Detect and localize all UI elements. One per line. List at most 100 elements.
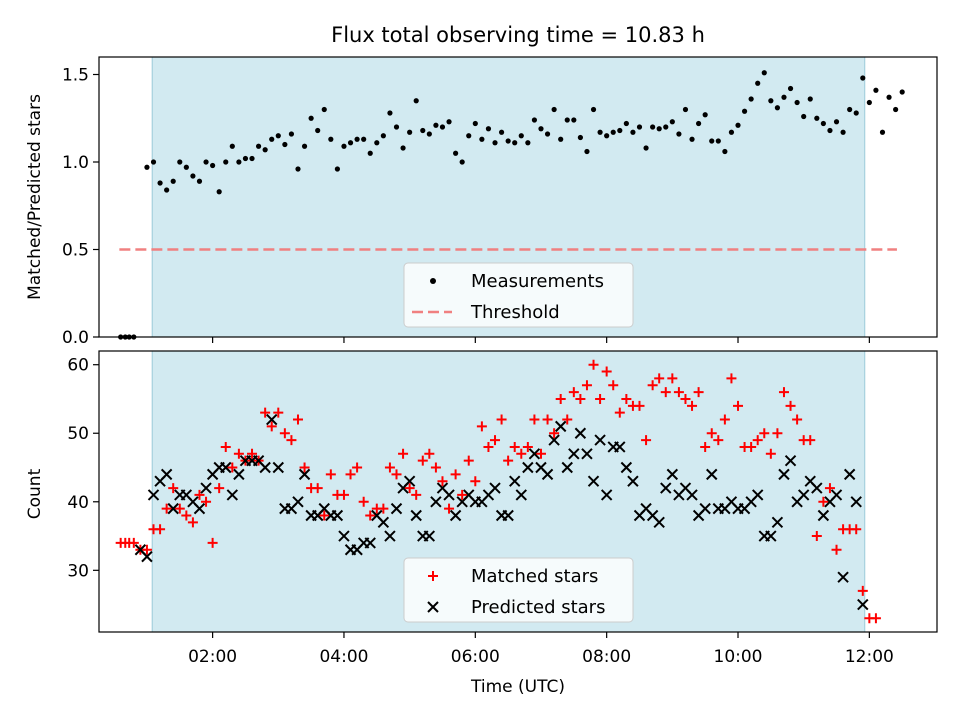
- measurement-point: [485, 126, 492, 132]
- matched-star-point: [345, 469, 356, 480]
- matched-star-point: [851, 524, 862, 535]
- measurement-point: [682, 106, 689, 113]
- matched-star-point: [496, 414, 507, 425]
- matched-star-point: [444, 503, 455, 514]
- predicted-star-point: [587, 475, 600, 487]
- top-panel: 0.0 0.5 1.0 1.5 Measurements Threshold: [62, 56, 938, 348]
- measurement-point: [656, 126, 662, 132]
- measurement-point: [761, 70, 767, 76]
- matched-star-point: [542, 414, 553, 425]
- matched-star-point: [201, 496, 212, 507]
- measurement-point: [426, 131, 432, 137]
- predicted-star-point: [699, 502, 711, 515]
- matched-star-point: [778, 387, 789, 398]
- predicted-star-point: [771, 516, 784, 529]
- measurement-point: [774, 105, 781, 111]
- measurement-point: [741, 108, 748, 114]
- measurement-point: [498, 129, 505, 135]
- measurement-point: [255, 143, 262, 149]
- measurement-point: [262, 147, 268, 153]
- matched-star-point: [141, 544, 152, 555]
- predicted-star-point: [338, 530, 350, 542]
- axes-frame: [98, 350, 938, 633]
- predicted-star-point: [522, 461, 534, 474]
- measurement-point: [669, 119, 675, 125]
- matched-star-point: [463, 455, 474, 466]
- measurement-point: [288, 131, 295, 137]
- measurement-point: [787, 85, 794, 92]
- measurement-point: [380, 133, 386, 139]
- predicted-star-point: [384, 530, 396, 542]
- matched-star-point: [286, 435, 297, 446]
- matched-star-point: [194, 489, 205, 500]
- x-tick-label: 10:00: [714, 647, 763, 667]
- matched-star-point: [759, 428, 770, 439]
- matched-star-point: [207, 537, 218, 548]
- matched-star-point: [726, 373, 737, 384]
- measurement-point: [840, 129, 846, 135]
- chart-title: Flux total observing time = 10.83 h: [331, 23, 705, 47]
- measurement-point: [374, 140, 380, 146]
- measurement-point: [676, 131, 682, 137]
- predicted-star-point: [403, 475, 416, 487]
- matched-star-point: [529, 414, 540, 425]
- measurement-point: [512, 140, 518, 146]
- predicted-star-point: [574, 427, 587, 439]
- top-y-axis-label: Matched/Predicted stars: [25, 94, 45, 300]
- matched-star-point: [805, 435, 816, 446]
- predicted-star-point: [817, 509, 830, 522]
- y-tick-label: 0.0: [62, 328, 89, 348]
- matched-star-point: [450, 469, 461, 480]
- predicted-star-point: [581, 448, 593, 460]
- measurement-point: [820, 120, 826, 127]
- matched-star-point: [700, 441, 711, 452]
- matched-star-point: [424, 448, 435, 459]
- matched-star-point: [417, 455, 428, 466]
- predicted-star-point: [515, 489, 527, 501]
- measurement-point: [748, 96, 754, 102]
- matched-star-point: [128, 537, 139, 548]
- predicted-star-point: [410, 509, 422, 522]
- matched-star-point: [430, 462, 441, 473]
- measurement-point: [164, 187, 170, 193]
- y-tick-label: 30: [67, 561, 89, 581]
- measurement-point: [492, 140, 498, 146]
- matched-star-point: [214, 483, 225, 494]
- x-tick-label: 06:00: [451, 647, 500, 667]
- measurement-point: [623, 120, 629, 127]
- predicted-star-point: [548, 434, 560, 446]
- predicted-star-point: [298, 468, 311, 481]
- measurement-point: [190, 173, 196, 179]
- matched-star-point: [391, 469, 402, 480]
- measurement-point: [170, 178, 176, 184]
- measurement-point: [229, 143, 235, 149]
- measurement-point: [702, 112, 708, 118]
- predicted-star-point: [752, 489, 764, 501]
- measurement-point: [321, 106, 327, 113]
- predicted-star-point: [660, 482, 672, 494]
- matched-star-point: [818, 496, 829, 507]
- measurement-point: [144, 164, 150, 170]
- predicted-star-point: [331, 509, 344, 522]
- measurement-point: [269, 136, 275, 142]
- measurement-point: [367, 150, 373, 156]
- matched-star-point: [476, 421, 487, 432]
- matched-star-point: [509, 441, 520, 452]
- x-tick-label: 02:00: [188, 647, 237, 667]
- x-tick-label: 12:00: [845, 647, 894, 667]
- predicted-star-point: [594, 434, 606, 446]
- matched-star-point: [358, 496, 369, 507]
- y-tick-label: 0.5: [62, 241, 89, 261]
- measurement-point: [525, 140, 531, 146]
- predicted-star-point: [627, 475, 639, 487]
- measurement-point: [387, 110, 393, 116]
- measurement-point: [361, 136, 367, 142]
- matched-star-point: [503, 455, 514, 466]
- matched-star-point: [227, 462, 238, 473]
- measurement-point: [393, 124, 400, 130]
- measurement-point: [538, 126, 544, 132]
- predicted-star-point: [233, 468, 245, 481]
- measurement-point: [879, 129, 886, 135]
- predicted-star-point: [272, 461, 284, 474]
- predicted-star-point: [364, 537, 376, 549]
